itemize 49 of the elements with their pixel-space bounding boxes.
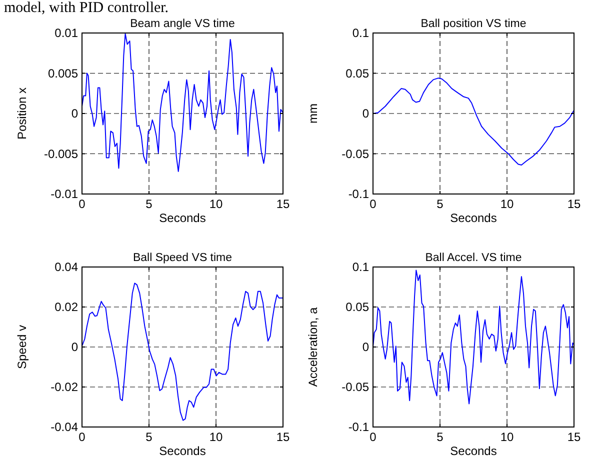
x-tick-label: 5 (146, 430, 153, 444)
chart-title: Beam angle VS time (130, 18, 235, 30)
x-tick-label: 10 (500, 197, 514, 211)
y-axis-title: Position x (15, 87, 29, 140)
y-tick-label: 0 (71, 106, 78, 120)
chart-title: Ball Speed VS time (132, 252, 232, 264)
y-tick-label: -0.1 (348, 187, 370, 201)
y-tick-label: 0.1 (352, 26, 370, 40)
y-tick-label: -0.05 (342, 380, 370, 394)
y-tick-label: 0.005 (48, 66, 78, 80)
x-tick-label: 15 (276, 197, 290, 211)
chart-title: Ball Accel. VS time (425, 252, 522, 264)
y-tick-label: 0.01 (54, 26, 78, 40)
text: model, with PID controller. (4, 0, 169, 16)
y-tick-label: 0 (362, 340, 370, 354)
y-tick-label: 0 (71, 340, 78, 354)
x-axis-title: Seconds (159, 444, 206, 458)
x-tick-label: 5 (146, 197, 153, 211)
y-tick-label: -0.04 (50, 420, 78, 434)
y-tick-label: -0.1 (348, 420, 370, 434)
y-axis-title: mm (306, 104, 320, 124)
line-series (372, 78, 574, 166)
y-tick-label: -0.01 (50, 187, 78, 201)
y-tick-label: 0.05 (346, 66, 370, 80)
x-tick-label: 5 (436, 197, 444, 211)
x-tick-label: 10 (209, 197, 223, 211)
x-tick-label: 10 (209, 430, 223, 444)
line-series (372, 270, 574, 404)
x-axis-title: Seconds (159, 211, 206, 225)
y-tick-label: 0.05 (346, 300, 370, 314)
x-tick-label: 15 (567, 430, 581, 444)
x-tick-label: 15 (276, 430, 290, 444)
y-tick-label: 0.04 (54, 260, 78, 274)
x-tick-label: 5 (436, 430, 444, 444)
x-tick-label: 10 (500, 430, 514, 444)
x-tick-label: 15 (567, 197, 581, 211)
x-axis-title: Seconds (450, 444, 497, 458)
y-axis-title: Speed v (15, 324, 29, 370)
y-tick-label: -0.05 (342, 146, 370, 161)
line-series (82, 33, 284, 172)
y-tick-label: 0.1 (352, 260, 370, 274)
x-axis-title: Seconds (450, 211, 497, 225)
y-tick-label: -0.005 (44, 146, 78, 161)
chart-title: Ball position VS time (420, 18, 526, 30)
y-tick-label: -0.02 (50, 380, 78, 394)
y-tick-label: 0.02 (54, 300, 78, 314)
y-tick-label: 0 (362, 106, 370, 120)
y-axis-title: Acceleration, a (306, 306, 320, 387)
line-series (82, 282, 284, 421)
